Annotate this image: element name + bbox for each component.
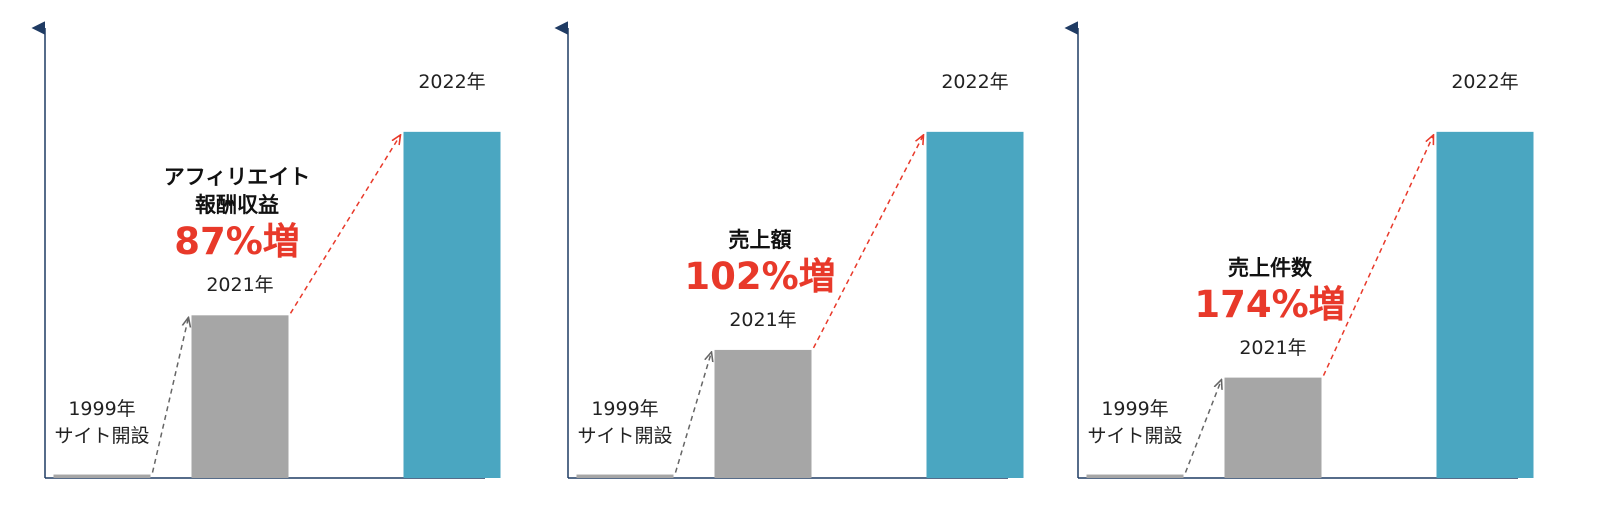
category-label: 1999年 サイト開設 [54,398,150,447]
growth-arrow [289,135,401,314]
change-text: 87%増 [174,220,300,264]
category-label: 2022年 [1451,70,1519,93]
growth-arrow [151,317,189,473]
bar [1436,131,1534,478]
category-label: 2021年 [729,308,797,331]
bar [1086,474,1184,478]
annotation-label: アフィリエイト 報酬収益 [163,165,311,218]
growth-arrow [1322,135,1434,376]
change-text: 174%増 [1194,282,1346,326]
category-label: 1999年 サイト開設 [1087,398,1183,447]
category-label: 2022年 [941,70,1009,93]
category-label: 2021年 [1239,336,1307,359]
growth-arrow [812,135,924,349]
bar [714,349,812,478]
annotation: アフィリエイト 報酬収益 87%増 [164,163,311,265]
change-text: 102%増 [684,254,836,298]
category-label: 1999年 サイト開設 [577,398,673,447]
annotation-label: 売上件数 [1228,255,1312,280]
annotation: 売上額 102%増 [684,226,835,300]
growth-arrow [1184,380,1222,473]
bar [576,474,674,478]
annotation-label: 売上額 [728,227,792,252]
bar [926,131,1024,478]
bar [53,474,151,478]
annotation: 売上件数 174%増 [1194,254,1345,328]
bar [1224,377,1322,478]
growth-arrow [674,352,712,473]
category-label: 2022年 [418,70,486,93]
bar [191,315,289,478]
bar [403,131,501,478]
category-label: 2021年 [206,274,274,297]
